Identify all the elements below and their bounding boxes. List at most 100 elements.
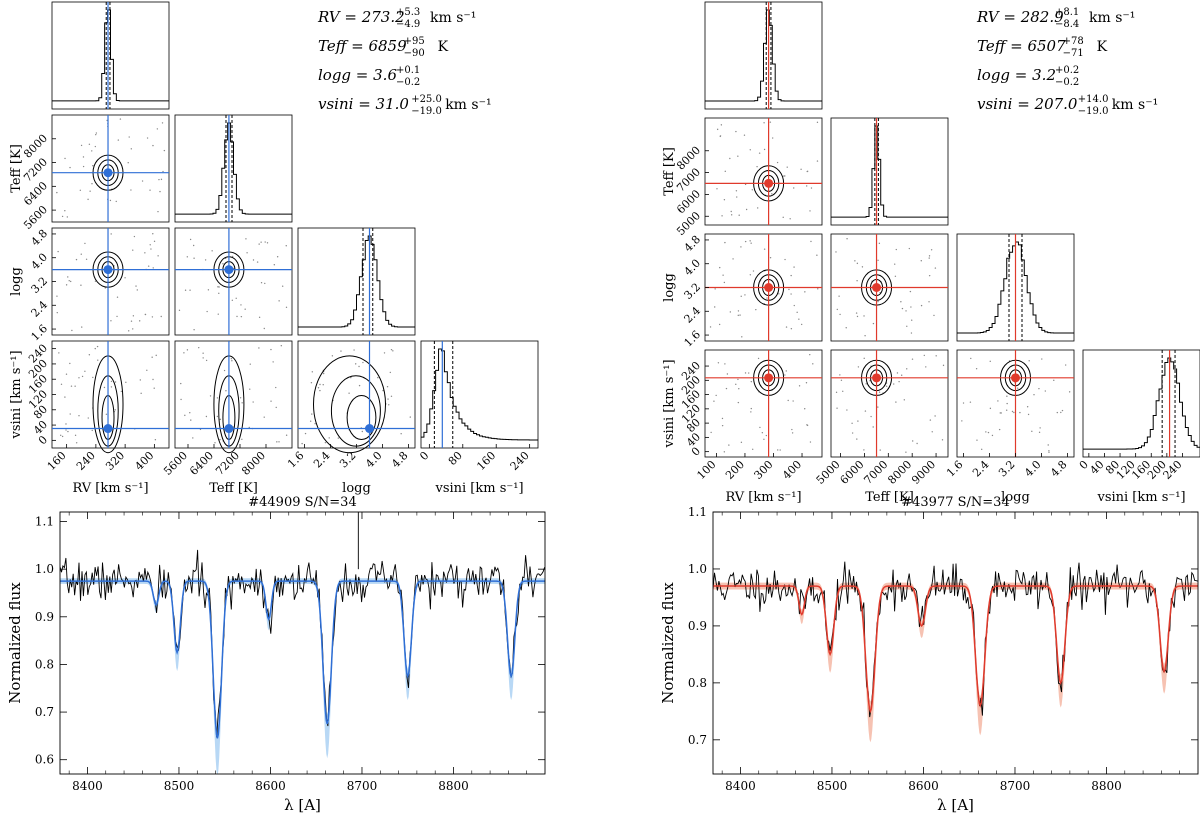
- sample-point: [387, 398, 389, 400]
- sample-point: [885, 385, 888, 387]
- sample-point: [392, 350, 394, 352]
- parameter-summary: RV = 273.2+5.3−4.9 km s⁻¹ Teff = 6859+95−9…: [317, 7, 492, 117]
- sample-point: [928, 274, 931, 277]
- corner-panel-2-1: [830, 233, 949, 342]
- sample-point: [1013, 411, 1015, 414]
- plot-area: [60, 512, 545, 774]
- sample-point: [109, 199, 112, 202]
- spectrum-title: #44909 S/N=34: [248, 495, 356, 510]
- sample-point: [192, 244, 195, 247]
- sample-point: [222, 263, 224, 265]
- sample-point: [186, 256, 189, 258]
- sample-point: [812, 363, 814, 365]
- sample-point: [322, 384, 324, 386]
- sample-point: [67, 276, 69, 278]
- sample-point: [56, 311, 58, 314]
- param-unit: km s⁻¹: [1112, 97, 1158, 113]
- x-tick-label: 8500: [164, 779, 195, 793]
- sample-point: [66, 216, 69, 218]
- sample-point: [856, 438, 858, 440]
- corner-panel-2-2: [297, 227, 416, 336]
- sample-point: [740, 246, 742, 248]
- sample-point: [324, 441, 327, 444]
- sample-point: [790, 293, 792, 295]
- sample-point: [791, 428, 793, 431]
- sample-point: [750, 380, 753, 383]
- sample-point: [741, 336, 743, 338]
- y-tick-label: 7200: [21, 155, 50, 184]
- sample-point: [778, 293, 780, 295]
- sample-point: [769, 257, 772, 259]
- sample-point: [750, 242, 752, 244]
- sample-point: [757, 357, 760, 360]
- sample-point: [245, 238, 247, 240]
- sample-point: [998, 428, 1001, 431]
- param-line-1: Teff = 6507+78−71 K: [977, 36, 1108, 59]
- sample-point: [223, 369, 226, 372]
- sample-point: [322, 372, 325, 375]
- panel-frame: [830, 117, 949, 226]
- sample-point: [301, 442, 303, 445]
- panel-frame: [174, 340, 293, 449]
- x-tick-label: 7000: [861, 458, 890, 487]
- sample-point: [216, 397, 219, 399]
- sample-point: [266, 242, 269, 244]
- sample-point: [78, 415, 80, 417]
- density-contour-1: [330, 375, 381, 447]
- sample-point: [1031, 430, 1033, 433]
- sample-point: [183, 352, 185, 354]
- sample-point: [231, 360, 233, 362]
- sample-point: [732, 258, 734, 260]
- sample-point: [861, 266, 864, 268]
- x-axis-label: vsini [km s⁻¹]: [434, 481, 523, 496]
- sample-point: [150, 248, 152, 250]
- sample-point: [331, 355, 334, 357]
- sample-point: [737, 378, 739, 381]
- sample-point: [217, 313, 219, 315]
- sample-point: [789, 218, 791, 220]
- sample-point: [809, 210, 811, 212]
- x-tick-label: 400: [780, 458, 804, 482]
- x-tick-label: 1.6: [285, 449, 307, 471]
- x-tick-label: 240: [508, 449, 532, 473]
- sample-point: [1047, 444, 1049, 446]
- param-minus-error: −0.2: [1055, 77, 1079, 88]
- y-axis-label: vsini [km s⁻¹]: [662, 359, 677, 448]
- panel-frame: [51, 1, 170, 110]
- y-tick-label: 1.6: [682, 328, 704, 350]
- sample-point: [285, 245, 287, 247]
- x-tick-label: 1.6: [944, 458, 966, 480]
- sample-point: [140, 392, 142, 395]
- sample-point: [110, 320, 112, 322]
- sample-point: [354, 363, 357, 365]
- sample-point: [723, 451, 726, 453]
- sample-point: [358, 365, 360, 368]
- sample-point: [125, 381, 127, 384]
- param-value: Teff = 6507: [977, 37, 1066, 55]
- corner-panel-1-1: [174, 114, 293, 223]
- sample-point: [154, 439, 157, 441]
- sample-point: [348, 392, 350, 394]
- sample-point: [58, 352, 60, 354]
- sample-point: [805, 382, 808, 384]
- sample-point: [856, 262, 859, 265]
- sample-point: [1064, 364, 1067, 366]
- sample-point: [225, 390, 227, 392]
- x-tick-label: 80: [446, 449, 465, 468]
- sample-point: [878, 391, 881, 393]
- sample-point: [160, 178, 163, 181]
- sample-point: [249, 388, 251, 390]
- sample-point: [961, 420, 963, 422]
- sample-point: [793, 304, 795, 307]
- sample-point: [872, 426, 874, 428]
- sample-point: [240, 304, 242, 306]
- corner-panel-3-2: 1.6 2.4 3.2 4.0 4.8 logg: [944, 349, 1075, 505]
- sample-point: [1006, 395, 1008, 397]
- sample-point: [763, 122, 765, 124]
- y-tick-label: 0.8: [688, 676, 707, 690]
- sample-point: [991, 434, 994, 437]
- sample-point: [157, 255, 159, 257]
- sample-point: [280, 345, 283, 347]
- x-tick-label: 4.0: [1022, 458, 1044, 480]
